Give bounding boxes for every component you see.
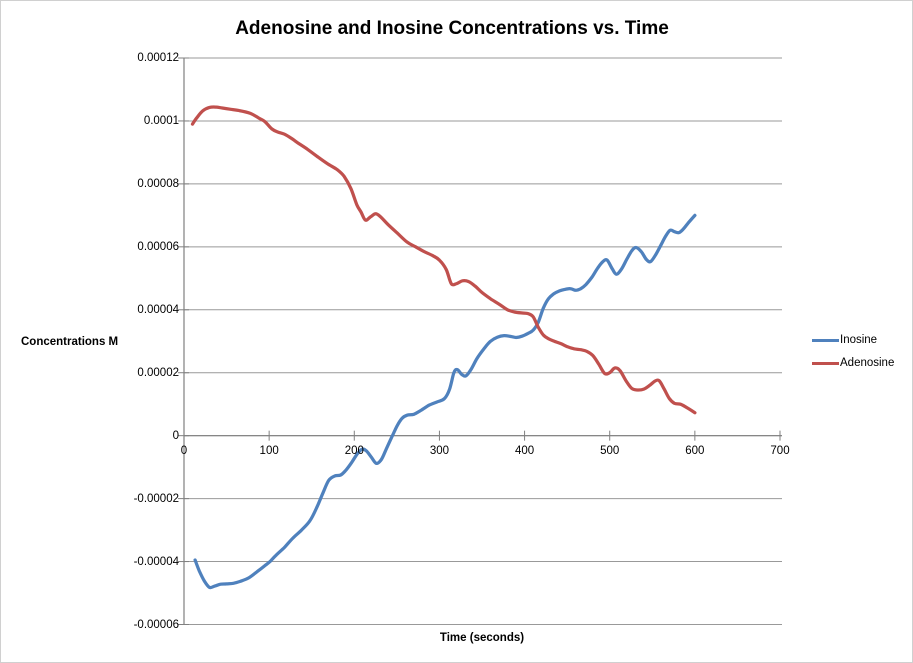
y-tick-label: -0.00002	[133, 492, 179, 505]
x-tick-label: 200	[344, 445, 364, 457]
x-tick-label: 500	[600, 445, 620, 457]
y-axis-title: Concentrations M	[21, 336, 119, 348]
y-tick-label: -0.00004	[133, 555, 179, 568]
x-tick-label: 100	[259, 445, 279, 457]
x-tick-label: 600	[685, 445, 705, 457]
x-tick-label: 700	[770, 445, 790, 457]
y-tick-label: 0.00012	[137, 52, 179, 64]
x-tick-label: 300	[429, 445, 450, 457]
legend-item-adenosine[interactable]: Adenosine	[812, 357, 894, 369]
series-line-adenosine[interactable]	[190, 105, 697, 415]
legend-item-inosine[interactable]: Inosine	[812, 334, 894, 346]
x-axis-title: Time (seconds)	[439, 632, 525, 644]
y-tick-label: 0.00008	[137, 177, 179, 190]
y-tick-label: 0.0001	[143, 114, 179, 127]
y-tick-label: 0.00006	[137, 240, 179, 253]
y-tick-label: 0.00004	[137, 303, 179, 316]
chart-title: Adenosine and Inosine Concentrations vs.…	[235, 18, 669, 39]
x-tick-label: 0	[180, 445, 188, 457]
x-tick-label: 400	[514, 445, 535, 457]
legend: Inosine Adenosine	[812, 334, 894, 369]
legend-label: Adenosine	[840, 357, 895, 369]
legend-line-swatch	[812, 338, 839, 342]
series-line-inosine[interactable]	[193, 213, 697, 590]
y-tick-label: -0.00006	[133, 618, 179, 631]
legend-label: Inosine	[840, 334, 878, 346]
y-tick-label: 0	[172, 429, 179, 442]
legend-line-swatch	[812, 361, 839, 365]
y-tick-label: 0.00002	[137, 366, 179, 379]
